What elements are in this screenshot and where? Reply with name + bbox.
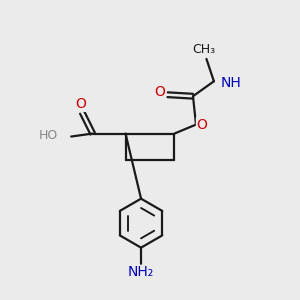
- Text: NH₂: NH₂: [128, 266, 154, 279]
- Text: O: O: [75, 97, 86, 111]
- Text: HO: HO: [38, 128, 58, 142]
- Text: CH₃: CH₃: [192, 44, 215, 56]
- Text: NH: NH: [220, 76, 241, 90]
- Text: O: O: [196, 118, 207, 132]
- Text: O: O: [154, 85, 165, 99]
